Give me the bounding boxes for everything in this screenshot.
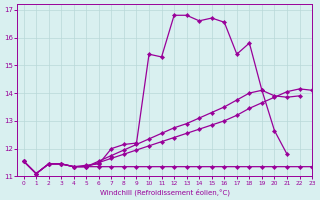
X-axis label: Windchill (Refroidissement éolien,°C): Windchill (Refroidissement éolien,°C) [100,188,230,196]
